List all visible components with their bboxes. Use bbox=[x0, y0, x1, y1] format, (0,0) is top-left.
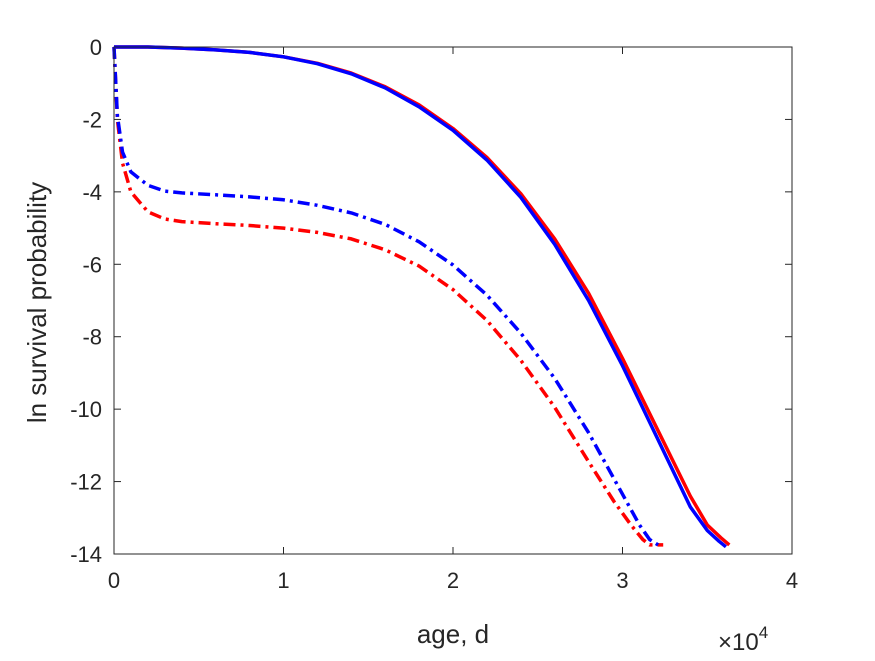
y-tick-label-2: -4 bbox=[82, 180, 102, 205]
series-line-1 bbox=[114, 45, 728, 549]
x-axis-exponent-base: ×10 bbox=[718, 629, 759, 656]
y-axis-label: ln survival probability bbox=[22, 182, 52, 423]
plot-area bbox=[114, 47, 792, 554]
series-line-2 bbox=[112, 46, 664, 547]
x-tick-label-1: 1 bbox=[277, 568, 289, 593]
series-layer bbox=[112, 45, 731, 549]
axes-layer: 0 1 2 3 4 0 -2 -4 -6 -8 -10 -12 -14 bbox=[70, 35, 798, 593]
x-tick-label-3: 3 bbox=[616, 568, 628, 593]
labels-layer: age, d ln survival probability ×104 bbox=[22, 182, 768, 656]
x-tick-label-2: 2 bbox=[447, 568, 459, 593]
x-axis-exponent-power: 4 bbox=[759, 623, 768, 642]
y-tick-label-3: -6 bbox=[82, 252, 102, 277]
y-tick-label-7: -14 bbox=[70, 542, 102, 567]
y-tick-label-4: -8 bbox=[82, 325, 102, 350]
y-tick-label-0: 0 bbox=[90, 35, 102, 60]
y-tick-label-6: -12 bbox=[70, 470, 102, 495]
x-tick-label-0: 0 bbox=[108, 568, 120, 593]
series-line-3 bbox=[112, 46, 660, 547]
x-tick-label-4: 4 bbox=[786, 568, 798, 593]
y-tick-label-1: -2 bbox=[82, 107, 102, 132]
y-tick-label-5: -10 bbox=[70, 397, 102, 422]
x-axis-label: age, d bbox=[417, 619, 489, 649]
x-axis-exponent: ×104 bbox=[718, 623, 768, 656]
